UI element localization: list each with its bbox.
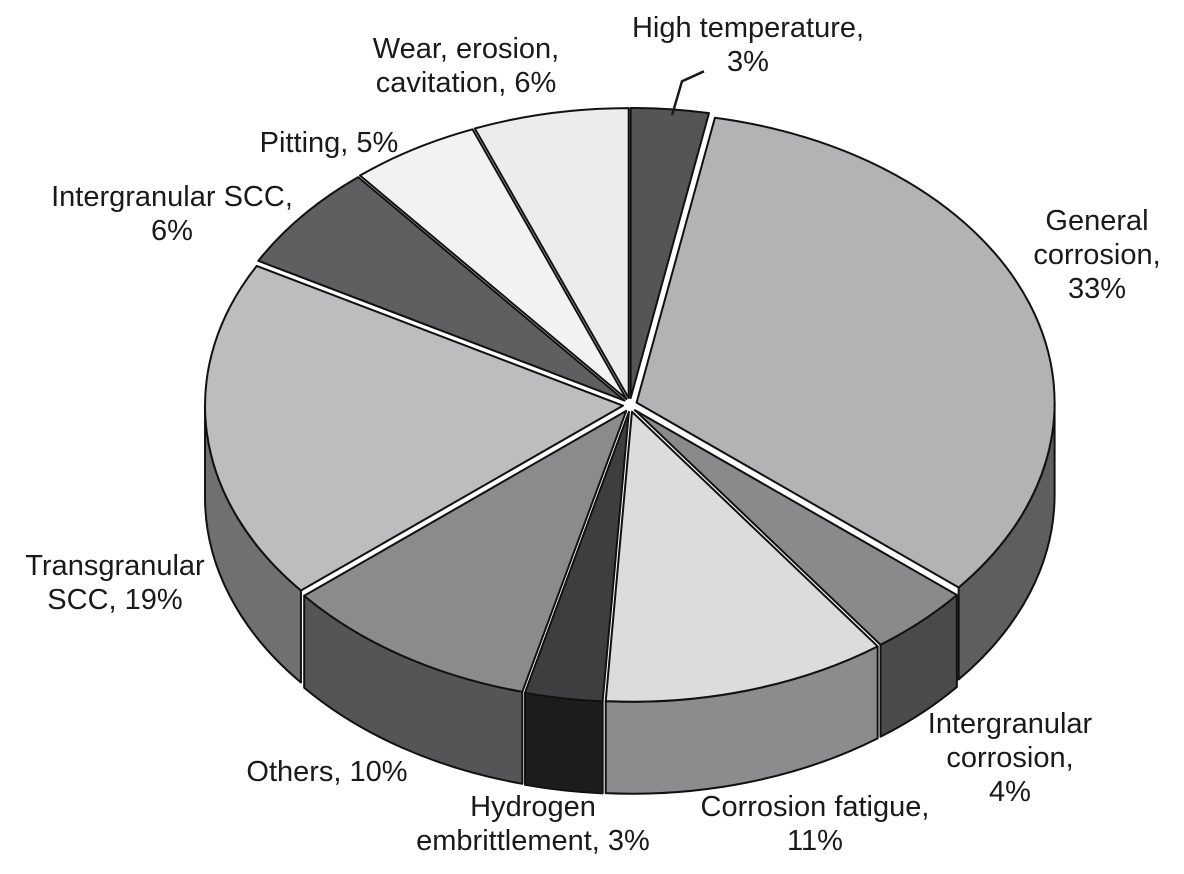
slice-label-line: 11% <box>787 825 843 857</box>
pie-slice <box>303 409 628 693</box>
pie-slice <box>204 264 625 592</box>
pie-slice <box>473 107 630 400</box>
slice-label-line: 3% <box>727 46 769 78</box>
slice-label-line: cavitation, 6% <box>376 67 557 99</box>
slice-label-line: General <box>1045 205 1148 237</box>
pie-slice-side <box>523 691 604 795</box>
slice-label-line: Intergranular <box>928 708 1093 740</box>
label-leader-lines <box>670 70 705 116</box>
slice-label-line: 33% <box>1068 273 1126 305</box>
slice-label: General corrosion, 33% <box>1033 205 1160 305</box>
pie-slice <box>523 410 630 703</box>
pie-slice <box>635 116 1056 589</box>
slice-label: High temperature, 3% <box>632 12 864 78</box>
slice-label-line: Others, 10% <box>246 756 407 788</box>
pie-slice <box>633 409 958 646</box>
slice-label-line: High temperature, <box>632 12 864 44</box>
slice-label-line: Intergranular SCC, <box>51 181 293 213</box>
slice-label-line: corrosion, <box>1033 239 1160 271</box>
slice-label-line: 6% <box>151 215 193 247</box>
leader-line <box>670 70 705 116</box>
pie-slice <box>629 107 710 400</box>
slice-label-line: embrittlement, 3% <box>416 825 650 857</box>
slice-label-line: 4% <box>989 776 1031 808</box>
slice-label-line: Corrosion fatigue, <box>701 791 930 823</box>
slice-label-line: Wear, erosion, <box>373 33 559 65</box>
slice-label: Wear, erosion, cavitation, 6% <box>373 33 559 99</box>
slice-label-line: SCC, 19% <box>47 584 182 616</box>
slice-label: Corrosion fatigue, 11% <box>701 791 930 857</box>
pie-side-walls <box>204 401 1056 795</box>
slice-label: Pitting, 5% <box>260 127 399 159</box>
pie-slice <box>604 410 879 703</box>
pie-slice <box>358 128 628 400</box>
slice-label: Intergranular corrosion, 4% <box>928 708 1093 808</box>
slice-label-line: Hydrogen <box>470 791 596 823</box>
slice-label: Hydrogen embrittlement, 3% <box>416 791 650 857</box>
slice-label-line: Pitting, 5% <box>260 127 399 159</box>
slice-label: Others, 10% <box>246 756 407 788</box>
slice-label: Intergranular SCC, 6% <box>51 181 293 247</box>
slice-labels: High temperature, 3%General corrosion, 33%I… <box>25 12 1160 857</box>
pie-slice <box>257 176 626 402</box>
slice-label-line: corrosion, <box>946 742 1073 774</box>
slice-label: Transgranular SCC, 19% <box>25 550 205 616</box>
pie-slice-tops <box>204 107 1056 703</box>
slice-label-line: Transgranular <box>25 550 205 582</box>
